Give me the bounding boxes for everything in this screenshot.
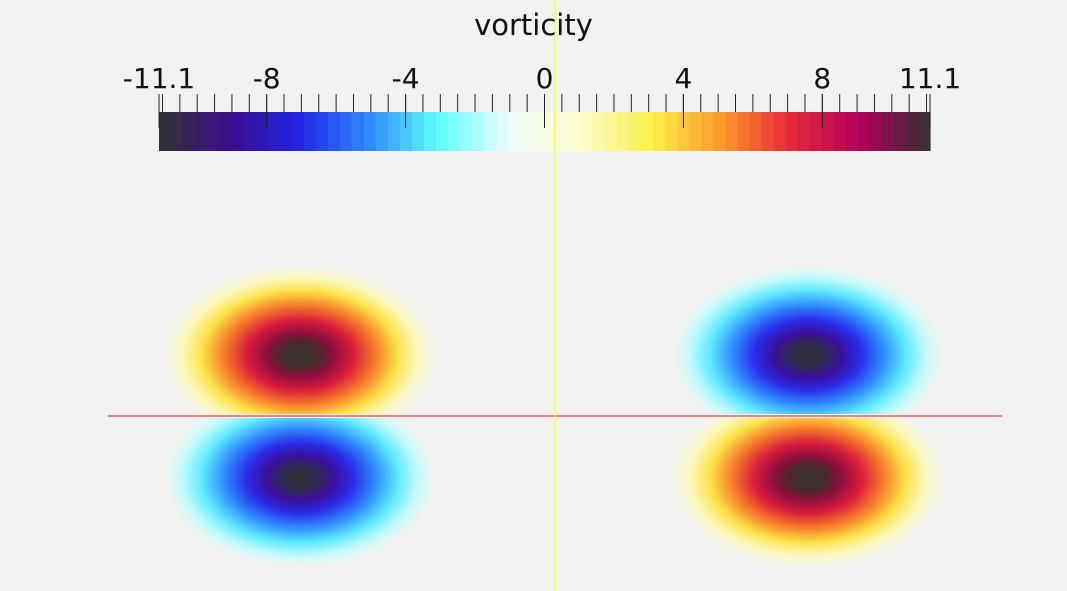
colorbar-swatch: [231, 112, 244, 151]
colorbar-swatch: [387, 112, 401, 151]
colorbar-swatch: [893, 112, 907, 151]
colorbar-swatch: [327, 112, 341, 151]
colorbar-swatch: [436, 112, 449, 151]
colorbar-swatch: [207, 112, 220, 151]
colorbar-swatch: [616, 112, 630, 151]
colorbar-tick-label: 0: [535, 62, 554, 95]
colorbar-tick-label: 11.1: [898, 62, 962, 95]
colorbar-swatch: [351, 112, 365, 151]
colorbar-swatch: [411, 112, 425, 151]
colorbar-swatch: [640, 112, 654, 151]
colorbar-swatch: [159, 112, 172, 151]
colorbar-swatch: [544, 112, 558, 151]
colorbar-swatch: [905, 112, 919, 151]
colorbar-swatch: [460, 112, 473, 151]
colorbar-swatch: [761, 112, 774, 151]
vortex-lower-left: [160, 418, 440, 570]
colorbar-swatch: [291, 112, 305, 151]
colorbar-swatch: [279, 112, 293, 151]
colorbar-tick-label: -11.1: [122, 62, 196, 95]
colorbar-tick-label: 4: [674, 62, 693, 95]
colorbar-swatch: [785, 112, 799, 151]
colorbar-swatch: [677, 112, 690, 151]
colorbar-swatch: [797, 112, 811, 151]
vortex-field: [160, 263, 948, 570]
colorbar-swatch: [375, 112, 389, 151]
colorbar-swatch: [701, 112, 714, 151]
colorbar-swatch: [171, 112, 184, 151]
colorbar-swatch: [267, 112, 281, 151]
colorbar-swatch: [857, 112, 871, 151]
colorbar-swatch: [556, 112, 570, 151]
colorbar-tick-label: -4: [391, 62, 420, 95]
colorbar-swatch: [448, 112, 461, 151]
colorbar-swatch: [532, 112, 546, 151]
colorbar-swatch: [339, 112, 353, 151]
colorbar: [158, 94, 931, 151]
colorbar-swatch: [725, 112, 738, 151]
colorbar-swatch: [363, 112, 377, 151]
colorbar-swatch: [496, 112, 509, 151]
colorbar-swatch: [399, 112, 413, 151]
colorbar-swatch: [424, 112, 437, 151]
colorbar-swatch: [737, 112, 750, 151]
colorbar-swatch: [664, 112, 678, 151]
colorbar-swatch: [484, 112, 497, 151]
colorbar-swatch: [821, 112, 835, 151]
colorbar-swatch: [749, 112, 762, 151]
colorbar-swatch: [315, 112, 329, 151]
colorbar-tick-label: -8: [252, 62, 281, 95]
colorbar-swatch: [255, 112, 269, 151]
vortex-lower-right: [668, 418, 948, 570]
colorbar-swatch: [773, 112, 787, 151]
vortex-upper-left: [160, 263, 440, 414]
colorbar-swatch: [219, 112, 232, 151]
colorbar-swatch: [303, 112, 317, 151]
colorbar-swatch: [652, 112, 666, 151]
colorbar-swatch: [628, 112, 642, 151]
colorbar-swatch: [809, 112, 823, 151]
colorbar-swatch: [508, 112, 522, 151]
colorbar-swatch: [833, 112, 847, 151]
colorbar-swatch: [845, 112, 859, 151]
colorbar-swatch: [713, 112, 726, 151]
colorbar-swatch: [520, 112, 534, 151]
colorbar-swatch: [881, 112, 895, 151]
colorbar-swatch: [869, 112, 883, 151]
colorbar-swatch: [195, 112, 208, 151]
colorbar-swatch: [917, 112, 931, 151]
colorbar-tick-label: 8: [813, 62, 832, 95]
colorbar-swatch: [243, 112, 256, 151]
colorbar-title: vorticity: [474, 8, 593, 42]
colorbar-swatch: [592, 112, 606, 151]
colorbar-swatch: [183, 112, 196, 151]
colorbar-swatch: [568, 112, 582, 151]
colorbar-swatch: [604, 112, 618, 151]
vortex-upper-right: [668, 263, 948, 414]
colorbar-swatch: [689, 112, 702, 151]
colorbar-swatch: [472, 112, 485, 151]
colorbar-swatch: [580, 112, 594, 151]
